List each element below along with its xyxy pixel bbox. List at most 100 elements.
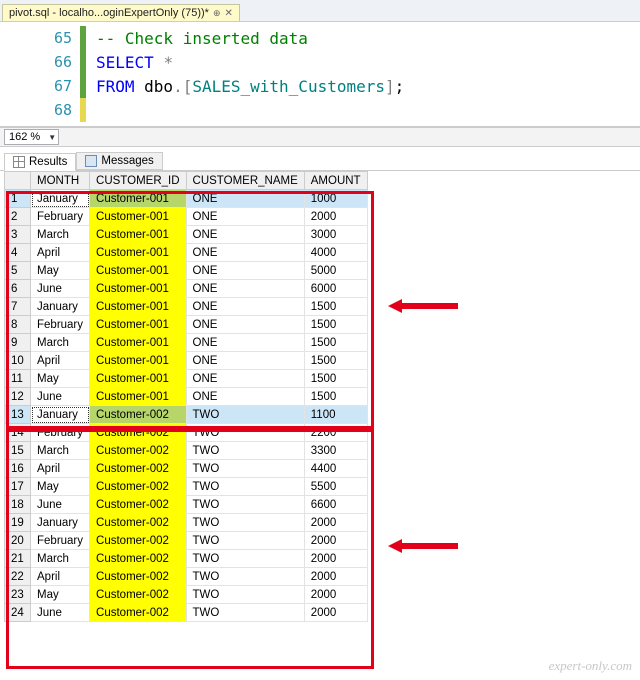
table-row[interactable]: 7JanuaryCustomer-001ONE1500 bbox=[5, 298, 368, 316]
cell: 2000 bbox=[304, 568, 367, 586]
cell: March bbox=[31, 334, 90, 352]
cell: March bbox=[31, 226, 90, 244]
cell: February bbox=[31, 316, 90, 334]
table-row[interactable]: 9MarchCustomer-001ONE1500 bbox=[5, 334, 368, 352]
row-number: 9 bbox=[5, 334, 31, 352]
cell: 5000 bbox=[304, 262, 367, 280]
cell: TWO bbox=[186, 406, 304, 424]
cell: 4000 bbox=[304, 244, 367, 262]
table-header-row: MONTHCUSTOMER_IDCUSTOMER_NAMEAMOUNT bbox=[5, 172, 368, 190]
row-number: 4 bbox=[5, 244, 31, 262]
table-row[interactable]: 10AprilCustomer-001ONE1500 bbox=[5, 352, 368, 370]
table-row[interactable]: 24JuneCustomer-002TWO2000 bbox=[5, 604, 368, 622]
tab-messages-label: Messages bbox=[101, 155, 153, 167]
cell: TWO bbox=[186, 460, 304, 478]
sql-editor[interactable]: 65 -- Check inserted data 66SELECT *67FROM… bbox=[0, 22, 640, 127]
cell: Customer-001 bbox=[90, 352, 187, 370]
table-row[interactable]: 1JanuaryCustomer-001ONE1000 bbox=[5, 190, 368, 208]
annotation-arrow bbox=[388, 539, 458, 553]
cell: Customer-001 bbox=[90, 334, 187, 352]
table-row[interactable]: 5MayCustomer-001ONE5000 bbox=[5, 262, 368, 280]
results-table[interactable]: MONTHCUSTOMER_IDCUSTOMER_NAMEAMOUNT1Janu… bbox=[4, 171, 368, 622]
tab-results-label: Results bbox=[29, 156, 67, 168]
cell: 3300 bbox=[304, 442, 367, 460]
results-panel: MONTHCUSTOMER_IDCUSTOMER_NAMEAMOUNT1Janu… bbox=[0, 171, 640, 676]
column-header[interactable]: MONTH bbox=[31, 172, 90, 190]
column-header[interactable]: CUSTOMER_ID bbox=[90, 172, 187, 190]
cell: ONE bbox=[186, 280, 304, 298]
row-number: 10 bbox=[5, 352, 31, 370]
cell: Customer-002 bbox=[90, 424, 187, 442]
cell: 1100 bbox=[304, 406, 367, 424]
table-row[interactable]: 4AprilCustomer-001ONE4000 bbox=[5, 244, 368, 262]
tab-results[interactable]: Results bbox=[4, 153, 76, 171]
cell: ONE bbox=[186, 388, 304, 406]
cell: Customer-002 bbox=[90, 406, 187, 424]
column-header[interactable]: AMOUNT bbox=[304, 172, 367, 190]
cell: Customer-002 bbox=[90, 478, 187, 496]
cell: TWO bbox=[186, 442, 304, 460]
tab-messages[interactable]: Messages bbox=[76, 152, 162, 170]
cell: TWO bbox=[186, 550, 304, 568]
table-row[interactable]: 15MarchCustomer-002TWO3300 bbox=[5, 442, 368, 460]
table-row[interactable]: 12JuneCustomer-001ONE1500 bbox=[5, 388, 368, 406]
cell: ONE bbox=[186, 208, 304, 226]
cell: 2000 bbox=[304, 532, 367, 550]
table-row[interactable]: 11MayCustomer-001ONE1500 bbox=[5, 370, 368, 388]
change-bar bbox=[80, 26, 86, 50]
column-header[interactable]: CUSTOMER_NAME bbox=[186, 172, 304, 190]
cell: May bbox=[31, 586, 90, 604]
cell: ONE bbox=[186, 244, 304, 262]
cell: Customer-001 bbox=[90, 316, 187, 334]
cell: June bbox=[31, 280, 90, 298]
cell: ONE bbox=[186, 352, 304, 370]
cell: TWO bbox=[186, 568, 304, 586]
line-number: 65 bbox=[0, 29, 80, 47]
table-row[interactable]: 3MarchCustomer-001ONE3000 bbox=[5, 226, 368, 244]
editor-tab[interactable]: pivot.sql - localho...oginExpertOnly (75… bbox=[2, 4, 240, 21]
table-row[interactable]: 13JanuaryCustomer-002TWO1100 bbox=[5, 406, 368, 424]
row-header-blank bbox=[5, 172, 31, 190]
table-row[interactable]: 8FebruaryCustomer-001ONE1500 bbox=[5, 316, 368, 334]
table-row[interactable]: 16AprilCustomer-002TWO4400 bbox=[5, 460, 368, 478]
cell: January bbox=[31, 190, 90, 208]
cell: Customer-002 bbox=[90, 568, 187, 586]
cell: 1500 bbox=[304, 370, 367, 388]
editor-line: 67FROM dbo.[SALES_with_Customers]; bbox=[0, 74, 640, 98]
cell: Customer-001 bbox=[90, 280, 187, 298]
row-number: 6 bbox=[5, 280, 31, 298]
close-icon[interactable]: ✕ bbox=[224, 8, 232, 19]
row-number: 13 bbox=[5, 406, 31, 424]
cell: TWO bbox=[186, 424, 304, 442]
cell: 1000 bbox=[304, 190, 367, 208]
editor-line: 66SELECT * bbox=[0, 50, 640, 74]
table-row[interactable]: 23MayCustomer-002TWO2000 bbox=[5, 586, 368, 604]
cell: Customer-002 bbox=[90, 532, 187, 550]
row-number: 23 bbox=[5, 586, 31, 604]
table-row[interactable]: 19JanuaryCustomer-002TWO2000 bbox=[5, 514, 368, 532]
cell: January bbox=[31, 514, 90, 532]
cell: June bbox=[31, 388, 90, 406]
row-number: 21 bbox=[5, 550, 31, 568]
table-row[interactable]: 18JuneCustomer-002TWO6600 bbox=[5, 496, 368, 514]
row-number: 17 bbox=[5, 478, 31, 496]
table-row[interactable]: 20FebruaryCustomer-002TWO2000 bbox=[5, 532, 368, 550]
cell: TWO bbox=[186, 496, 304, 514]
table-row[interactable]: 17MayCustomer-002TWO5500 bbox=[5, 478, 368, 496]
table-row[interactable]: 21MarchCustomer-002TWO2000 bbox=[5, 550, 368, 568]
table-row[interactable]: 22AprilCustomer-002TWO2000 bbox=[5, 568, 368, 586]
cell: TWO bbox=[186, 514, 304, 532]
table-row[interactable]: 14FebruaryCustomer-002TWO2200 bbox=[5, 424, 368, 442]
cell: Customer-002 bbox=[90, 460, 187, 478]
cell: May bbox=[31, 370, 90, 388]
cell: Customer-002 bbox=[90, 442, 187, 460]
cell: May bbox=[31, 262, 90, 280]
row-number: 15 bbox=[5, 442, 31, 460]
cell: Customer-001 bbox=[90, 370, 187, 388]
code-text: -- Check inserted data bbox=[96, 29, 308, 48]
cell: February bbox=[31, 208, 90, 226]
zoom-combo[interactable]: 162 % ▼ bbox=[4, 129, 59, 145]
table-row[interactable]: 6JuneCustomer-001ONE6000 bbox=[5, 280, 368, 298]
table-row[interactable]: 2FebruaryCustomer-001ONE2000 bbox=[5, 208, 368, 226]
pin-icon[interactable]: ⊕ bbox=[213, 8, 221, 19]
